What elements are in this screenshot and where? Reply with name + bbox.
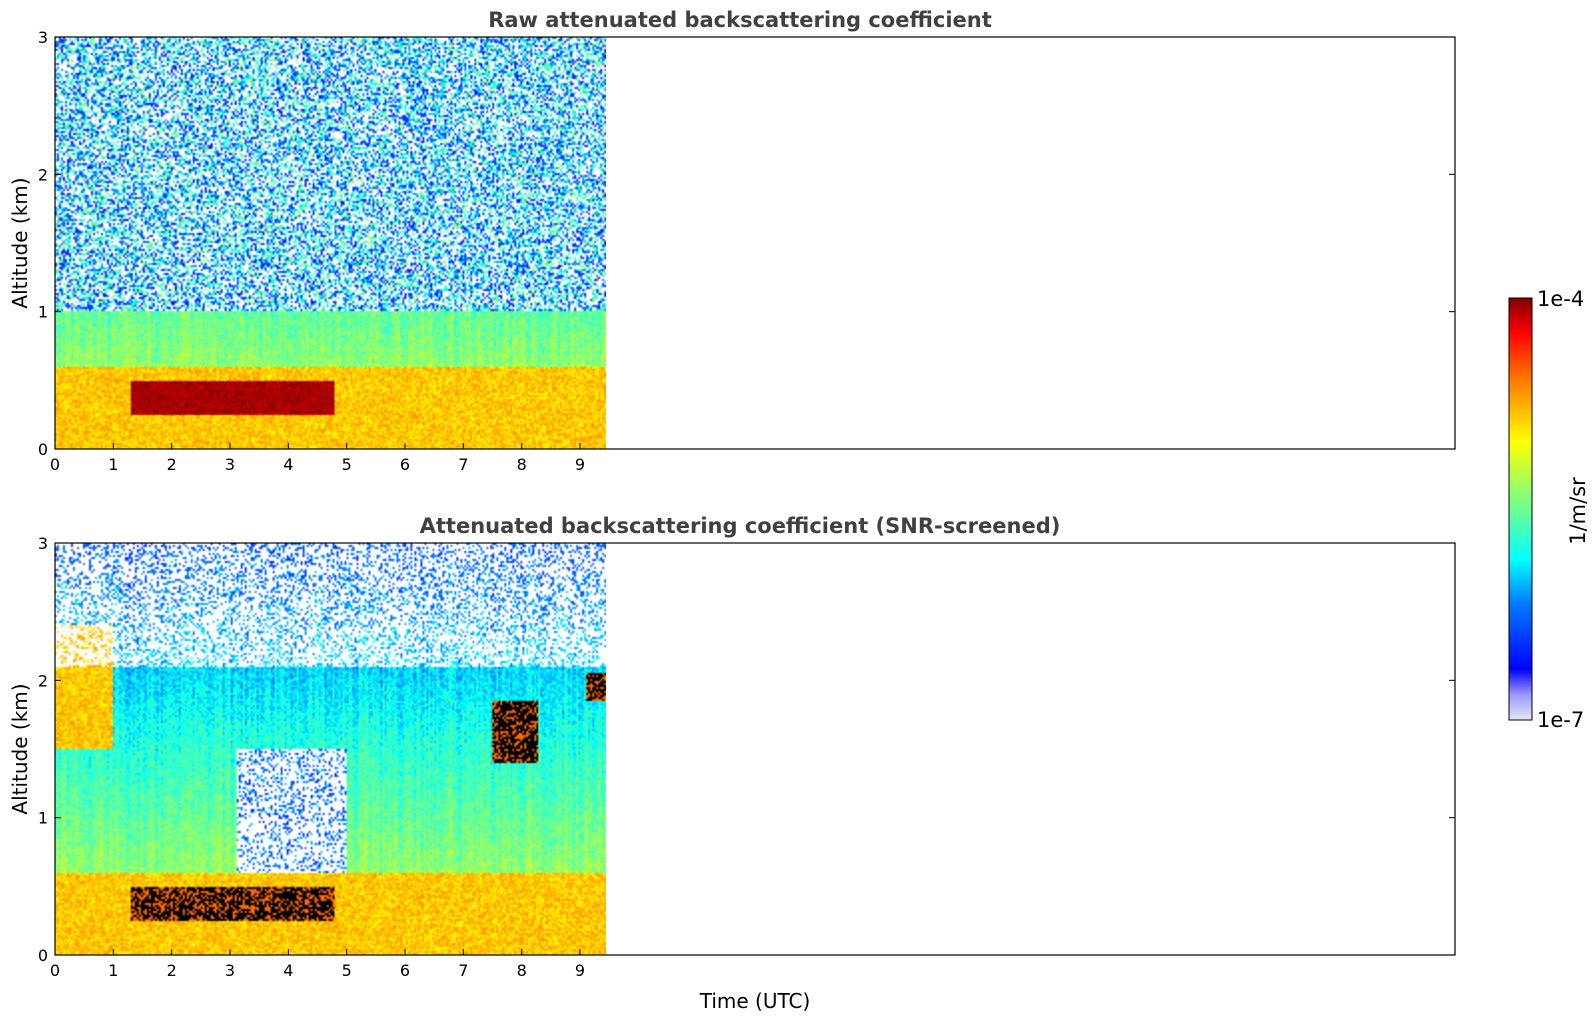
heatmap-raster xyxy=(55,543,606,955)
y-tick-label: 3 xyxy=(38,534,48,553)
panel-2-ylabel: Altitude (km) xyxy=(8,683,32,814)
panel-2-xlabel: Time (UTC) xyxy=(699,989,811,1013)
x-tick-label: 8 xyxy=(517,961,527,980)
x-tick-label: 0 xyxy=(50,961,60,980)
x-tick-label: 7 xyxy=(458,961,468,980)
x-tick-label: 4 xyxy=(283,455,293,474)
panel-2-heatmap xyxy=(55,543,606,955)
panel-1-y-axis: 0 1 2 3 xyxy=(38,28,1455,459)
x-tick-label: 8 xyxy=(517,455,527,474)
y-tick-label: 1 xyxy=(38,809,48,828)
x-tick-label: 6 xyxy=(400,455,410,474)
x-tick-label: 4 xyxy=(283,961,293,980)
panel-2-y-axis: 0 1 2 3 xyxy=(38,534,1455,965)
x-tick-label: 9 xyxy=(575,455,585,474)
x-tick-label: 7 xyxy=(458,455,468,474)
panel-2-x-axis: 0 1 2 3 4 5 6 7 8 9 xyxy=(50,949,585,980)
panel-2-frame xyxy=(54,542,1456,956)
y-tick-label: 0 xyxy=(38,440,48,459)
x-tick-label: 1 xyxy=(108,455,118,474)
panel-2-title: Attenuated backscattering coefficient (S… xyxy=(420,514,1061,538)
colorbar: 1e-4 1e-7 1/m/sr xyxy=(1508,287,1590,732)
panel-1-ylabel: Altitude (km) xyxy=(8,177,32,308)
raw-backscatter-panel: Raw attenuated backscattering coefficien… xyxy=(8,8,1456,474)
x-tick-label: 5 xyxy=(342,961,352,980)
y-tick-label: 2 xyxy=(38,165,48,184)
x-tick-label: 3 xyxy=(225,961,235,980)
colorbar-min-label: 1e-7 xyxy=(1537,708,1584,732)
panel-1-x-axis: 0 1 2 3 4 5 6 7 8 9 xyxy=(50,443,585,474)
y-tick-label: 0 xyxy=(38,946,48,965)
x-tick-label: 2 xyxy=(167,455,177,474)
screened-backscatter-panel: Attenuated backscattering coefficient (S… xyxy=(8,514,1456,1013)
panel-1-title: Raw attenuated backscattering coefficien… xyxy=(488,8,992,32)
x-tick-label: 3 xyxy=(225,455,235,474)
y-tick-label: 1 xyxy=(38,303,48,322)
x-tick-label: 6 xyxy=(400,961,410,980)
y-tick-label: 3 xyxy=(38,28,48,47)
y-tick-label: 2 xyxy=(38,671,48,690)
colorbar-unit-label: 1/m/sr xyxy=(1566,477,1590,545)
panel-1-heatmap xyxy=(55,37,606,449)
colorbar-gradient xyxy=(1508,297,1533,721)
x-tick-label: 9 xyxy=(575,961,585,980)
x-tick-label: 5 xyxy=(342,455,352,474)
x-tick-label: 2 xyxy=(167,961,177,980)
x-tick-label: 0 xyxy=(50,455,60,474)
heatmap-raster xyxy=(55,37,606,449)
x-tick-label: 1 xyxy=(108,961,118,980)
panel-1-frame xyxy=(54,36,1456,450)
colorbar-max-label: 1e-4 xyxy=(1537,287,1584,311)
